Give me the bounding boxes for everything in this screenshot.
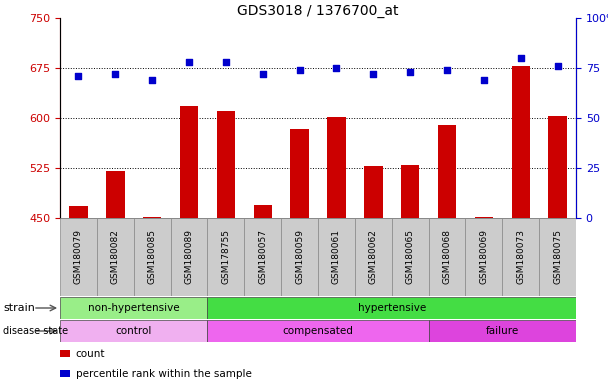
Text: GSM180073: GSM180073 [516,230,525,285]
Bar [429,320,576,342]
Bar [254,205,272,218]
Point [479,77,489,83]
Bar [438,125,456,218]
Bar [207,320,429,342]
Point [111,71,120,77]
Bar [60,218,97,296]
Bar [60,320,207,342]
Point [516,55,525,61]
Point [406,69,415,75]
Text: GSM180075: GSM180075 [553,230,562,285]
Bar [466,218,502,296]
Text: GSM180089: GSM180089 [184,230,193,285]
Bar [281,218,318,296]
Bar [475,217,493,218]
Text: non-hypertensive: non-hypertensive [88,303,179,313]
Bar [548,116,567,218]
Text: strain: strain [3,303,35,313]
Text: GSM180068: GSM180068 [443,230,452,285]
Bar [216,111,235,218]
Bar [60,370,70,377]
Bar [143,217,161,218]
Point [184,59,194,65]
Text: GSM180065: GSM180065 [406,230,415,285]
Bar [207,218,244,296]
Text: GSM180061: GSM180061 [332,230,341,285]
Bar [180,106,198,218]
Text: GSM180059: GSM180059 [295,230,304,285]
Text: GDS3018 / 1376700_at: GDS3018 / 1376700_at [237,4,399,18]
Point [295,67,305,73]
Bar [134,218,171,296]
Bar [171,218,207,296]
Bar [291,129,309,218]
Bar [364,166,382,218]
Bar [327,117,345,218]
Point [331,65,341,71]
Text: GSM180062: GSM180062 [369,230,378,285]
Bar [392,218,429,296]
Point [258,71,268,77]
Text: failure: failure [486,326,519,336]
Bar [511,66,530,218]
Text: GSM180085: GSM180085 [148,230,157,285]
Text: GSM180082: GSM180082 [111,230,120,285]
Bar [318,218,355,296]
Bar [60,297,207,319]
Bar [207,297,576,319]
Bar [539,218,576,296]
Text: GSM178755: GSM178755 [221,230,230,285]
Bar [244,218,281,296]
Bar [502,218,539,296]
Bar [106,171,125,218]
Text: hypertensive: hypertensive [358,303,426,313]
Point [553,63,562,69]
Bar [429,218,466,296]
Point [221,59,230,65]
Bar [60,350,70,357]
Text: compensated: compensated [283,326,353,336]
Point [368,71,378,77]
Text: control: control [116,326,152,336]
Point [147,77,157,83]
Text: percentile rank within the sample: percentile rank within the sample [76,369,252,379]
Bar [355,218,392,296]
Text: GSM180079: GSM180079 [74,230,83,285]
Bar [401,165,420,218]
Bar [97,218,134,296]
Text: count: count [76,349,105,359]
Text: GSM180069: GSM180069 [479,230,488,285]
Bar [69,206,88,218]
Text: GSM180057: GSM180057 [258,230,267,285]
Point [74,73,83,79]
Point [442,67,452,73]
Text: disease state: disease state [3,326,68,336]
